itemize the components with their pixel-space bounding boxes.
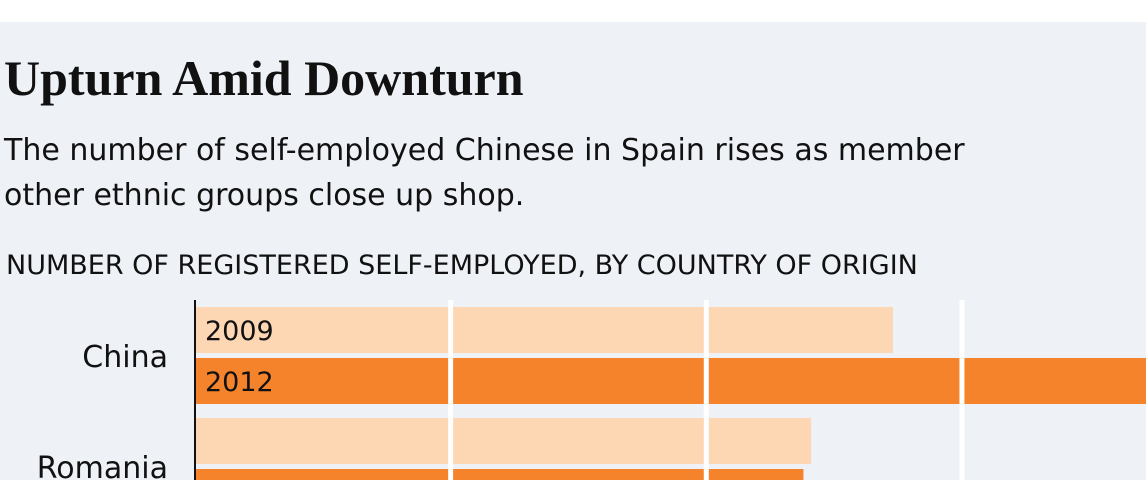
category-label: China	[82, 340, 168, 375]
subtitle-line: other ethnic groups close up shop.	[4, 178, 524, 213]
series-label: 2012	[205, 367, 274, 398]
bottom-margin	[0, 480, 1146, 502]
bar	[195, 307, 893, 353]
chart-title: Upturn Amid Downturn	[4, 50, 524, 106]
bar	[195, 418, 812, 464]
bar	[195, 358, 1146, 404]
axis-label: NUMBER OF REGISTERED SELF-EMPLOYED, BY C…	[6, 250, 918, 281]
subtitle-line: The number of self-employed Chinese in S…	[3, 133, 965, 168]
series-label: 2009	[205, 316, 274, 347]
